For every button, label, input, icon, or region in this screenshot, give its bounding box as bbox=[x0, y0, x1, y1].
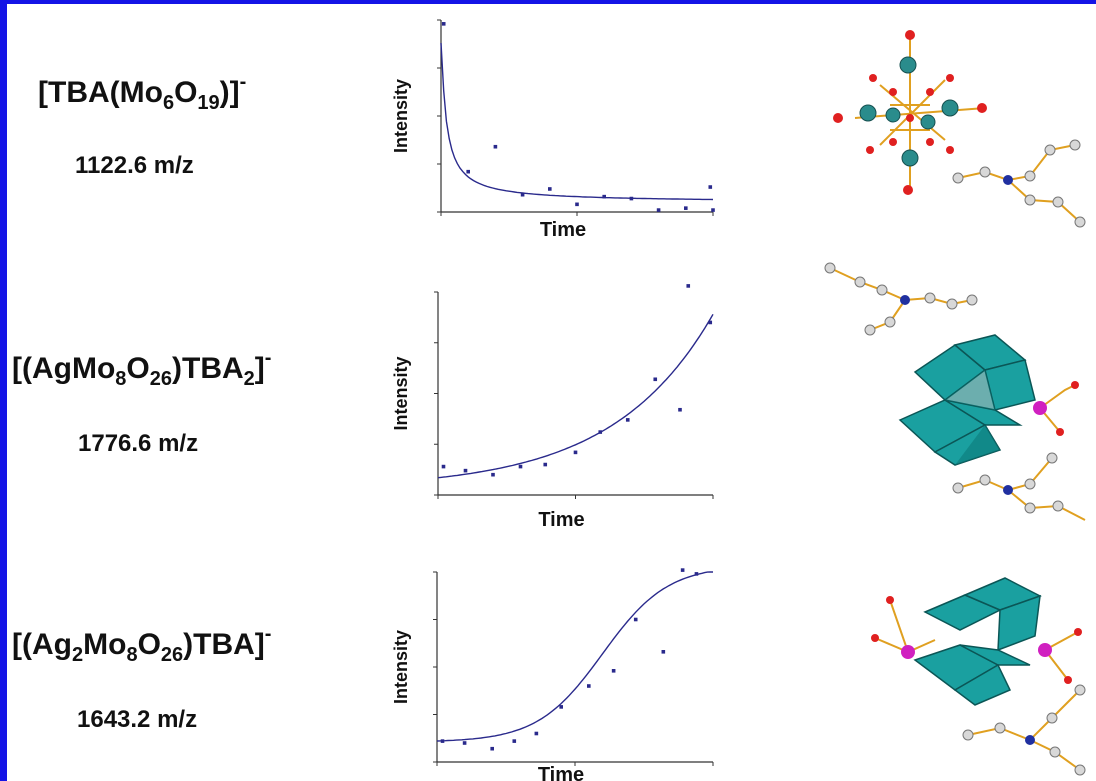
data-point bbox=[587, 684, 591, 688]
data-point bbox=[602, 194, 606, 199]
x-axis-label: Time bbox=[540, 219, 586, 241]
data-point bbox=[559, 705, 563, 709]
ag-mo8-tba2-structure bbox=[824, 262, 1086, 521]
data-point bbox=[518, 464, 523, 469]
data-point bbox=[441, 22, 446, 26]
formula-part: )] bbox=[219, 76, 240, 109]
data-point bbox=[490, 746, 494, 751]
data-point bbox=[653, 377, 658, 382]
data-point bbox=[625, 418, 630, 422]
data-point bbox=[548, 187, 552, 191]
hexamolybdate-structure bbox=[833, 30, 1086, 228]
data-point bbox=[573, 450, 578, 455]
formula-part: 26 bbox=[149, 368, 173, 390]
y-axis-label: Intensity bbox=[391, 356, 411, 430]
chart-1: Time Intensity bbox=[391, 19, 715, 241]
formula-part: 6 bbox=[162, 92, 175, 114]
data-point bbox=[441, 464, 446, 469]
data-point bbox=[462, 741, 467, 745]
data-point bbox=[493, 144, 498, 149]
data-point bbox=[686, 284, 691, 288]
data-point bbox=[708, 185, 713, 189]
data-point bbox=[575, 202, 579, 207]
ag2-mo8-tba-structure bbox=[871, 577, 1086, 776]
fit-curve bbox=[437, 313, 714, 479]
data-point bbox=[543, 462, 548, 467]
formula-part: [(AgMo bbox=[12, 352, 116, 385]
data-point bbox=[678, 407, 682, 412]
formula-part: - bbox=[239, 71, 247, 93]
formula-part: O bbox=[137, 628, 161, 661]
species-mz-3: 1643.2 m/z bbox=[77, 706, 198, 733]
data-point bbox=[491, 472, 495, 477]
data-point bbox=[694, 572, 699, 576]
formula-part: O bbox=[126, 352, 150, 385]
fit-curve bbox=[440, 42, 714, 201]
formula-part: 26 bbox=[160, 644, 184, 666]
formula-part: 2 bbox=[243, 368, 255, 390]
x-axis-label: Time bbox=[538, 764, 584, 781]
data-point bbox=[629, 196, 634, 201]
species-formula-3: [(Ag2Mo8O26)TBA]- bbox=[12, 624, 271, 665]
formula-part: [TBA(Mo bbox=[38, 76, 163, 109]
x-axis-label: Time bbox=[538, 509, 584, 531]
species-mz-2: 1776.6 m/z bbox=[78, 430, 199, 457]
data-point bbox=[512, 739, 517, 743]
data-point bbox=[611, 669, 616, 673]
fit-curve bbox=[436, 571, 713, 742]
formula-part: ] bbox=[254, 352, 265, 385]
y-axis-label: Intensity bbox=[391, 79, 411, 153]
data-point bbox=[656, 208, 661, 212]
data-point bbox=[520, 192, 525, 197]
data-point bbox=[680, 568, 685, 572]
formula-part: 2 bbox=[71, 644, 84, 666]
data-point bbox=[463, 468, 468, 473]
data-point bbox=[708, 320, 713, 325]
data-point bbox=[598, 430, 603, 434]
chart-2: Time Intensity bbox=[391, 284, 714, 531]
formula-part: - bbox=[264, 347, 272, 369]
formula-part: 8 bbox=[115, 368, 127, 390]
species-mz-1: 1122.6 m/z bbox=[75, 152, 194, 179]
formula-part: )TBA] bbox=[183, 628, 265, 661]
data-point bbox=[711, 208, 715, 212]
data-point bbox=[661, 650, 666, 654]
formula-part: 8 bbox=[126, 644, 138, 666]
y-axis-label: Intensity bbox=[391, 630, 411, 704]
formula-part: [(Ag bbox=[12, 628, 72, 661]
formula-part: Mo bbox=[83, 628, 127, 661]
formula-part: 19 bbox=[197, 92, 220, 114]
data-point bbox=[684, 206, 688, 210]
data-point bbox=[466, 169, 470, 174]
chart-3: Time Intensity bbox=[391, 568, 714, 781]
species-formula-2: [(AgMo8O26)TBA2]- bbox=[12, 348, 271, 389]
species-formula-1: [TBA(Mo6O19)]- bbox=[38, 72, 246, 113]
formula-part: )TBA bbox=[172, 352, 244, 385]
data-point bbox=[633, 617, 638, 622]
data-point bbox=[534, 731, 539, 736]
data-point bbox=[440, 739, 445, 743]
formula-part: - bbox=[264, 623, 272, 645]
formula-part: O bbox=[174, 76, 198, 109]
